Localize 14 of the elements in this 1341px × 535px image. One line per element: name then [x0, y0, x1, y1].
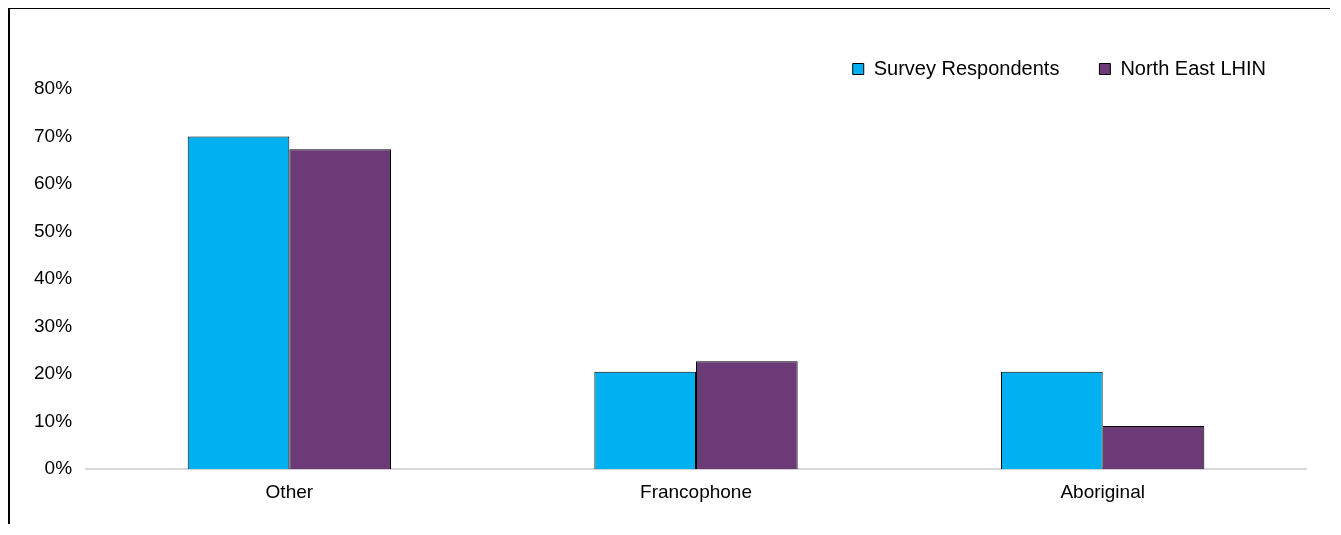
y-tick-label: 10% — [34, 409, 73, 431]
y-tick-label: 0% — [44, 457, 73, 479]
y-tick-label: 60% — [34, 172, 73, 194]
y-tick-label: 70% — [34, 124, 73, 146]
x-tick-label: Aboriginal — [1060, 480, 1145, 502]
y-tick-label: 80% — [34, 77, 73, 99]
legend-label: North East LHIN — [1120, 56, 1266, 79]
x-tick-label: Francophone — [640, 480, 752, 502]
legend-label: Survey Respondents — [873, 56, 1060, 79]
x-tick-label: Other — [265, 480, 314, 502]
y-tick-label: 30% — [34, 314, 73, 336]
y-tick-label: 40% — [34, 267, 73, 289]
y-tick-label: 20% — [34, 362, 73, 384]
y-tick-label: 50% — [34, 219, 73, 241]
